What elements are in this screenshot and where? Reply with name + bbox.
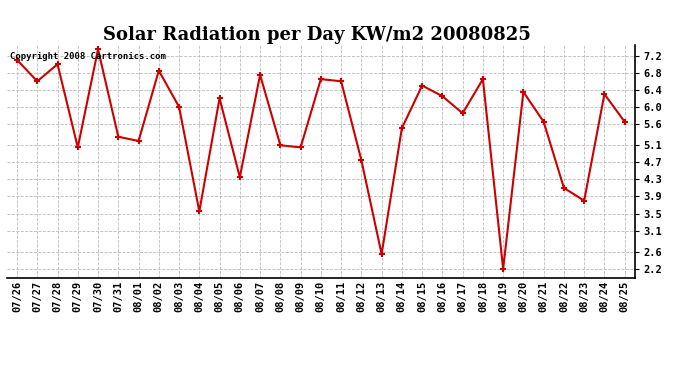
Text: Solar Radiation per Day KW/m2 20080825: Solar Radiation per Day KW/m2 20080825 [104, 26, 531, 44]
Text: Copyright 2008 Cartronics.com: Copyright 2008 Cartronics.com [10, 52, 166, 61]
